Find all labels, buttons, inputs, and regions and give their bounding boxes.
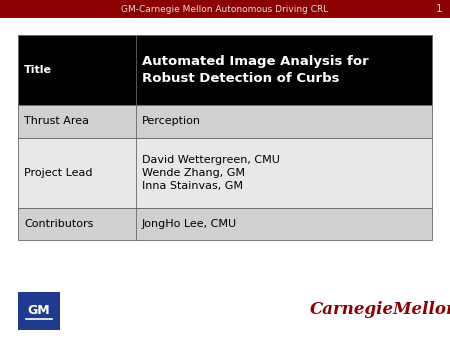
Text: Contributors: Contributors: [24, 219, 94, 229]
Text: GM-Carnegie Mellon Autonomous Driving CRL: GM-Carnegie Mellon Autonomous Driving CR…: [122, 4, 328, 14]
Text: Title: Title: [24, 65, 52, 75]
Bar: [18, 138, 432, 208]
Bar: [18, 35, 432, 105]
Text: CarnegieMellon: CarnegieMellon: [310, 301, 450, 318]
Text: Perception: Perception: [142, 117, 201, 126]
Text: Thrust Area: Thrust Area: [24, 117, 89, 126]
Text: David Wettergreen, CMU
Wende Zhang, GM
Inna Stainvas, GM: David Wettergreen, CMU Wende Zhang, GM I…: [142, 155, 280, 191]
Text: Project Lead: Project Lead: [24, 168, 93, 178]
Bar: [18, 292, 60, 330]
Bar: [18, 208, 432, 240]
Text: GM: GM: [28, 304, 50, 317]
Text: JongHo Lee, CMU: JongHo Lee, CMU: [142, 219, 237, 229]
Text: 1: 1: [436, 4, 442, 14]
Text: Automated Image Analysis for
Robust Detection of Curbs: Automated Image Analysis for Robust Dete…: [142, 55, 369, 85]
Bar: [0, 0, 450, 18]
Bar: [18, 105, 432, 138]
